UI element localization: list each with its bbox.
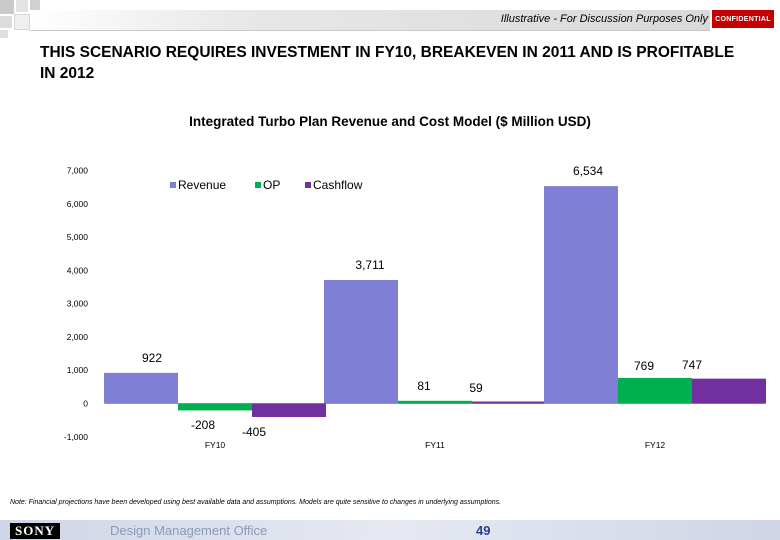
data-label-revenue-fy12: 6,534	[573, 164, 603, 178]
data-label-cashflow-fy10: -405	[242, 425, 266, 439]
y-tick-label: 2,000	[67, 332, 89, 342]
bar-cashflow-fy11	[472, 401, 546, 404]
x-tick-label: FY10	[205, 440, 226, 450]
legend-swatch-revenue	[170, 182, 176, 188]
data-label-op-fy11: 81	[417, 379, 431, 393]
bar-cashflow-fy10	[252, 403, 326, 417]
y-tick-label: 3,000	[67, 299, 89, 309]
x-tick-label: FY11	[425, 440, 445, 450]
y-tick-label: 0	[83, 399, 88, 409]
y-tick-label: -1,000	[64, 432, 88, 442]
y-tick-label: 7,000	[67, 166, 89, 176]
bar-revenue-fy10	[104, 372, 178, 404]
bar-chart: -1,000 0 1,000 2,000 3,000 4,000 5,000 6,000 7,0…	[64, 164, 766, 450]
page-number: 49	[476, 523, 491, 538]
bar-revenue-fy12	[544, 186, 618, 404]
footer-office: Design Management Office	[110, 523, 268, 538]
disclaimer-text: Illustrative - For Discussion Purposes O…	[500, 13, 708, 25]
decorative-squares	[0, 0, 60, 40]
legend-label-op: OP	[263, 178, 280, 192]
bar-op-fy11	[398, 400, 472, 404]
bar-op-fy12	[618, 377, 692, 404]
data-label-op-fy12: 769	[634, 359, 654, 373]
bar-op-fy10	[178, 403, 252, 411]
header-bar	[30, 10, 710, 31]
data-label-revenue-fy10: 922	[142, 351, 162, 365]
chart-title: Integrated Turbo Plan Revenue and Cost M…	[189, 114, 591, 129]
legend-swatch-cashflow	[305, 182, 311, 188]
confidential-badge: CONFIDENTIAL	[712, 10, 774, 28]
y-tick-label: 5,000	[67, 232, 89, 242]
legend-label-revenue: Revenue	[178, 178, 226, 192]
data-label-op-fy10: -208	[191, 418, 215, 432]
y-tick-label: 1,000	[67, 365, 89, 375]
bar-cashflow-fy12	[692, 378, 766, 404]
bar-revenue-fy11	[324, 280, 398, 404]
data-label-revenue-fy11: 3,711	[355, 258, 384, 272]
legend-swatch-op	[255, 182, 261, 188]
y-tick-label: 4,000	[67, 265, 89, 275]
sony-logo: SONY	[10, 523, 61, 539]
x-tick-label: FY12	[645, 440, 666, 450]
legend-label-cashflow: Cashflow	[313, 178, 363, 192]
footnote: Note: Financial projections have been de…	[10, 499, 502, 506]
data-label-cashflow-fy12: 747	[682, 358, 702, 372]
data-label-cashflow-fy11: 59	[469, 381, 483, 395]
slide-headline: THIS SCENARIO REQUIRES INVESTMENT IN FY1…	[40, 44, 735, 82]
footer-bar	[0, 520, 780, 540]
y-tick-label: 6,000	[67, 199, 89, 209]
